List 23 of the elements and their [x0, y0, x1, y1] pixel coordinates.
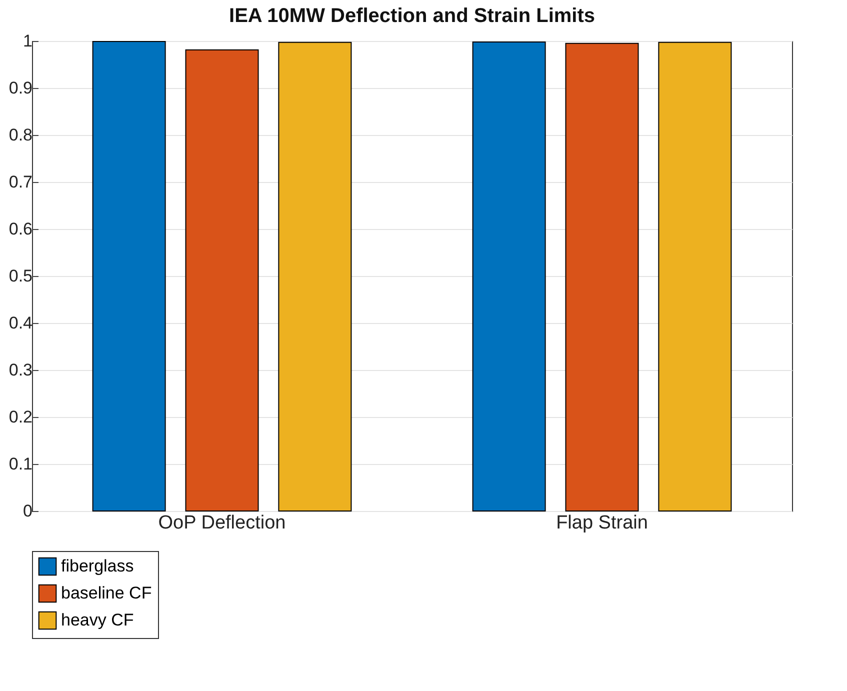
y-tick-label: 0.3	[8, 360, 32, 380]
legend-label: baseline CF	[61, 584, 152, 602]
bar	[565, 42, 639, 512]
bar	[92, 40, 166, 512]
y-tick-label: 0.2	[8, 408, 32, 426]
bar	[278, 42, 352, 512]
x-tick-label: OoP Deflection	[158, 512, 286, 534]
y-tick-label: 0.4	[8, 314, 32, 332]
bar	[472, 41, 546, 512]
bar	[658, 42, 732, 512]
y-tick-label: 0.5	[8, 266, 32, 286]
y-tick-label: 0.6	[8, 220, 32, 238]
legend-label: fiberglass	[61, 556, 134, 576]
y-tick-label: 1	[23, 32, 32, 50]
y-tick-label: 0.1	[8, 454, 32, 474]
y-tick-label: 0	[23, 502, 32, 520]
y-tick-label: 0.7	[8, 172, 32, 192]
x-tick-label: Flap Strain	[556, 512, 648, 534]
bar	[185, 49, 259, 512]
legend-label: heavy CF	[61, 610, 134, 630]
chart-title: IEA 10MW Deflection and Strain Limits	[229, 5, 595, 27]
y-tick-label: 0.9	[8, 78, 32, 98]
y-tick-label: 0.8	[8, 126, 32, 144]
